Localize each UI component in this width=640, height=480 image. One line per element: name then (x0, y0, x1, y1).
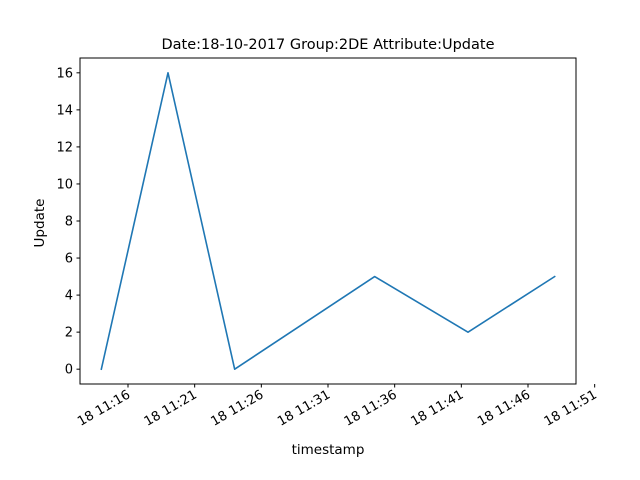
series-line-0 (100, 72, 556, 371)
chart-title: Date:18-10-2017 Group:2DE Attribute:Upda… (161, 37, 494, 53)
y-tick-label: 10 (56, 177, 73, 192)
y-tick-label: 4 (65, 289, 73, 304)
y-axis-label: Update (32, 199, 48, 248)
x-axis-label: timestamp (292, 442, 365, 458)
axes-frame (79, 57, 577, 385)
y-tick-label: 6 (65, 252, 73, 267)
series-layer (100, 72, 556, 371)
y-tick-label: 8 (65, 215, 73, 230)
y-tick-label: 2 (65, 326, 73, 341)
y-tick-label: 12 (56, 140, 73, 155)
y-tick-label: 16 (56, 66, 73, 81)
y-tick-label: 14 (56, 103, 73, 118)
y-tick-label: 0 (65, 363, 73, 378)
y-axis-ticks: 0 2 4 6 8 10 12 14 16 (56, 66, 80, 378)
